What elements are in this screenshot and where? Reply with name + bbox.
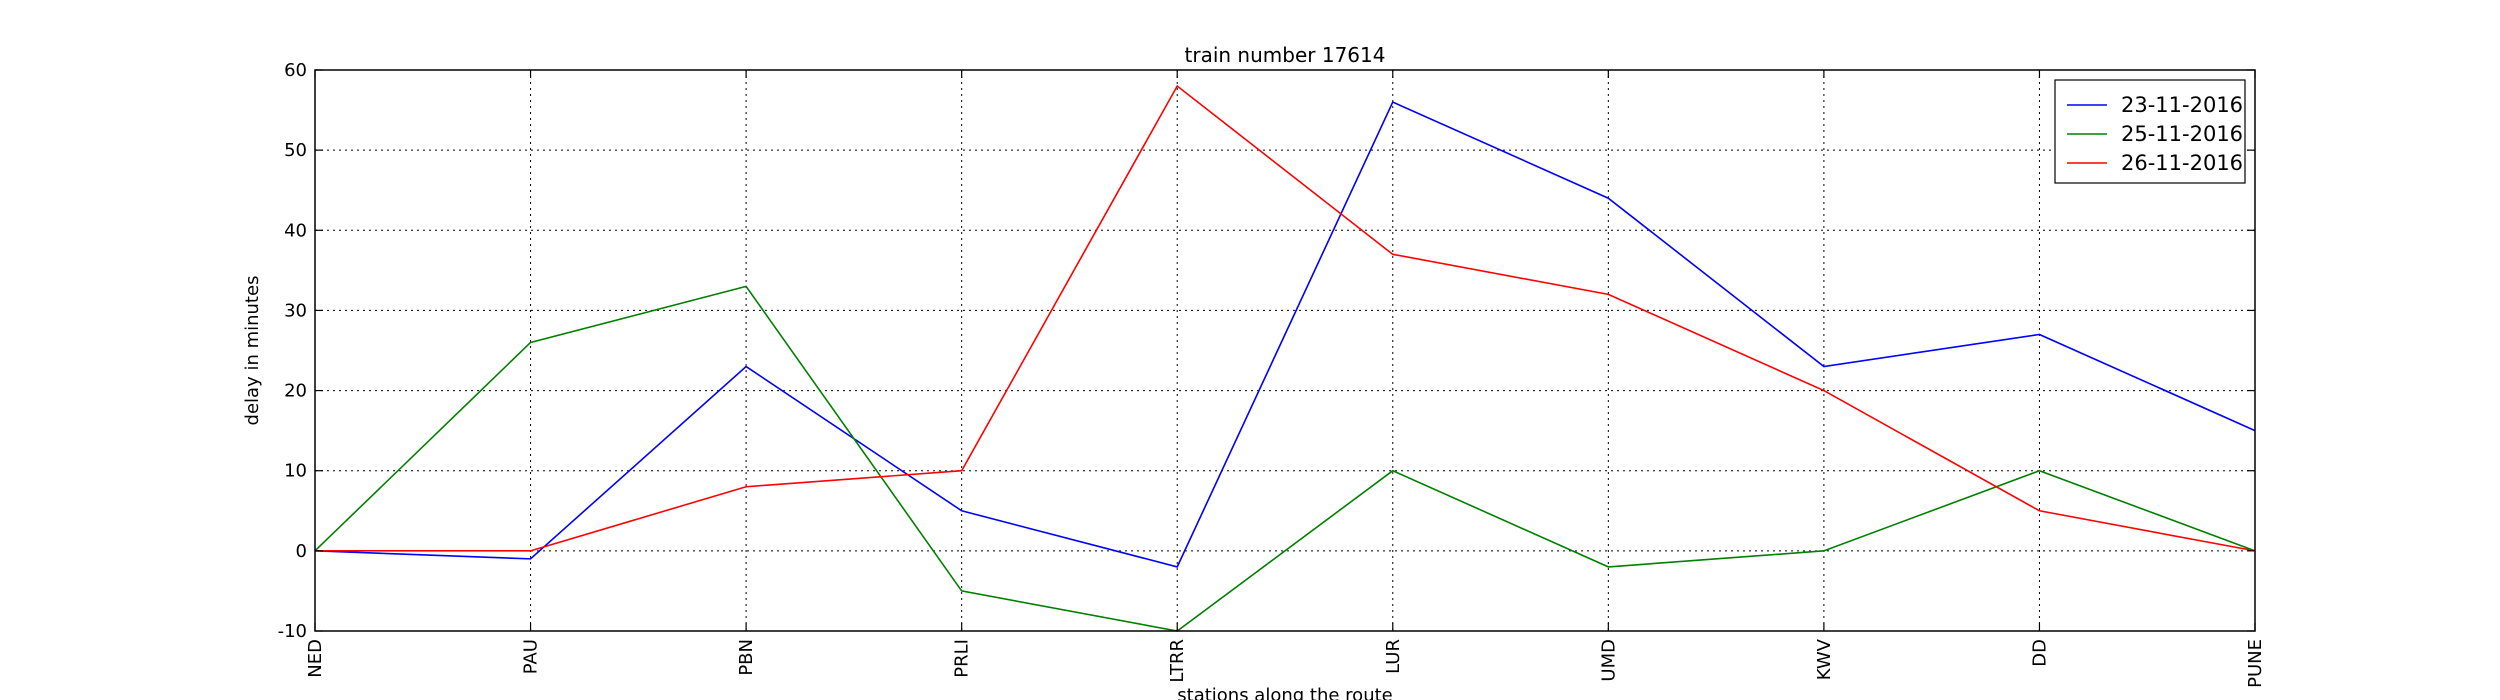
y-tick-label: 30 <box>284 300 307 321</box>
x-axis: NED PAU PBN PRLI LTRR LUR UMD KWV DD PUNE <box>305 70 2266 688</box>
y-tick-label: -10 <box>278 621 307 642</box>
x-tick-label: PBN <box>736 639 757 676</box>
series-line <box>314 285 2256 632</box>
series-line <box>314 101 2256 568</box>
x-tick-label: NED <box>305 639 326 678</box>
x-tick-label: LUR <box>1383 639 1404 674</box>
y-tick-label: 20 <box>284 381 307 402</box>
series-layer <box>314 84 2256 632</box>
x-axis-label: stations along the route <box>1177 685 1392 700</box>
legend-label: 23-11-2016 <box>2121 93 2243 117</box>
legend-label: 26-11-2016 <box>2121 151 2243 175</box>
chart-title: train number 17614 <box>1185 43 1386 67</box>
legend-box <box>2054 79 2246 184</box>
x-tick-label: PUNE <box>2245 639 2266 688</box>
legend-label: 25-11-2016 <box>2121 122 2243 146</box>
x-tick-label: PAU <box>521 639 542 674</box>
x-tick-label: LTRR <box>1167 639 1188 683</box>
x-tick-label: KWV <box>1814 638 1835 680</box>
y-tick-label: 40 <box>284 220 307 241</box>
x-tick-label: DD <box>2029 639 2050 667</box>
x-tick-label: UMD <box>1598 639 1619 682</box>
series-line <box>315 84 2256 552</box>
y-tick-label: 60 <box>284 60 307 81</box>
x-tick-label: PRLI <box>952 639 973 678</box>
legend: 23-11-2016 25-11-2016 26-11-2016 <box>2054 79 2246 184</box>
y-tick-label: 50 <box>284 140 307 161</box>
y-axis: -10 0 10 20 30 40 50 60 <box>278 60 2255 642</box>
y-axis-label: delay in minutes <box>242 276 263 426</box>
y-tick-label: 0 <box>296 541 307 562</box>
y-tick-label: 10 <box>284 461 307 482</box>
plot-frame <box>314 69 2256 632</box>
